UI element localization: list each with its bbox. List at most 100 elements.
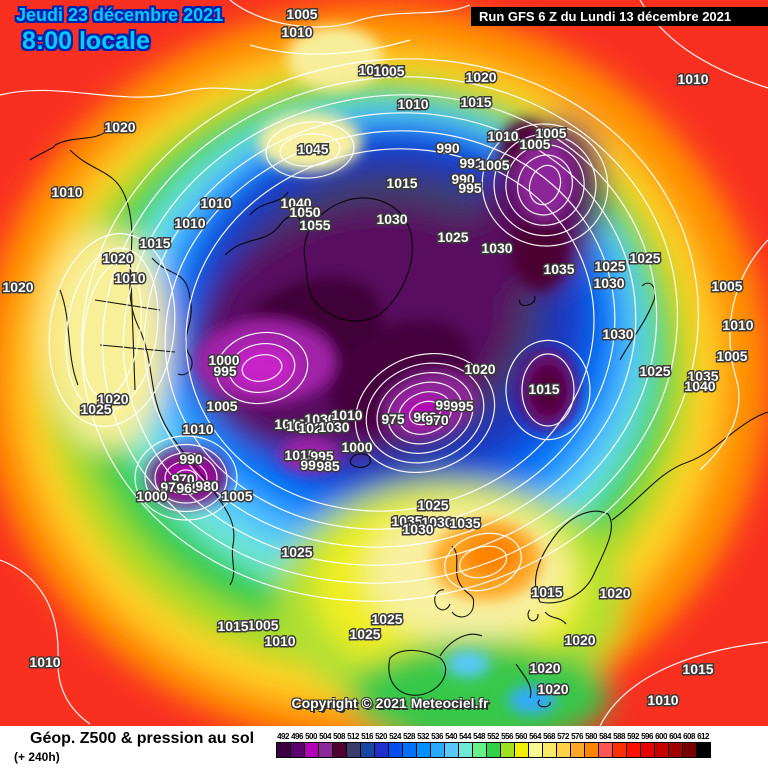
pressure-label: 1010	[722, 317, 753, 333]
pressure-label: 1025	[639, 363, 670, 379]
colorbar-cell	[669, 743, 683, 757]
colorbar-cell	[459, 743, 473, 757]
colorbar-cell	[529, 743, 543, 757]
colorbar-tick-label: 568	[543, 732, 555, 741]
colorbar-tick-label: 496	[291, 732, 303, 741]
pressure-label: 1010	[647, 692, 678, 708]
isobar-ring	[365, 362, 485, 464]
pressure-label: 991	[459, 155, 483, 171]
colorbar-cell	[571, 743, 585, 757]
pressure-label: 1005	[373, 63, 404, 79]
pressure-label: 995	[310, 448, 334, 464]
pressure-label: 1010	[487, 128, 518, 144]
isobar-ring	[408, 400, 442, 426]
pressure-label: 1010	[358, 62, 389, 78]
colorbar-cell	[683, 743, 697, 757]
pressure-label: 993	[435, 397, 459, 413]
colorbar-tick-label: 572	[557, 732, 569, 741]
colorbar-labels: 492 496 500 504 508 512 516 520 524 528 532 536 540 5…	[276, 732, 711, 741]
colorbar-tick-label: 548	[473, 732, 485, 741]
pressure-label: 1020	[2, 279, 33, 295]
pressure-label: 1020	[104, 119, 135, 135]
colorbar-cell	[375, 743, 389, 757]
colorbar-tick-label: 564	[529, 732, 541, 741]
pressure-label: 1050	[289, 204, 320, 220]
pressure-label: 1015	[460, 94, 491, 110]
colorbar-cell	[543, 743, 557, 757]
pressure-label: 1005	[478, 157, 509, 173]
colorbar-tick-label: 544	[459, 732, 471, 741]
isobar-ring	[493, 133, 597, 237]
pressure-label: 1025	[437, 229, 468, 245]
pressure-label: 1015	[284, 447, 315, 463]
colorbar-tick-label: 592	[627, 732, 639, 741]
colorbar-cell	[347, 743, 361, 757]
isobar-ring	[354, 352, 496, 474]
isobar-ring	[521, 353, 575, 427]
pressure-label: 1015	[217, 618, 248, 634]
colorbar-tick-label: 540	[445, 732, 457, 741]
valid-date-text: Jeudi 23 décembre 2021	[16, 5, 224, 25]
colorbar-cell	[319, 743, 333, 757]
isobar-ring	[228, 343, 296, 393]
pressure-label: 1035	[543, 261, 574, 277]
pressure-label: 1035	[391, 513, 422, 529]
colorbar-tick-label: 576	[571, 732, 583, 741]
colorbar-tick-label: 512	[347, 732, 359, 741]
pressure-label: 1020	[564, 632, 595, 648]
colorbar-cell	[473, 743, 487, 757]
colorbar-cell	[501, 743, 515, 757]
pressure-label: 990	[179, 451, 203, 467]
colorbar: 492 496 500 504 508 512 516 520 524 528 532 536 540 5…	[276, 732, 711, 758]
pressure-label: 1025	[629, 250, 660, 266]
pressure-label: 1025	[281, 544, 312, 560]
pressure-label: 1020	[464, 361, 495, 377]
colorbar-tick-label: 588	[613, 732, 625, 741]
colorbar-cell	[515, 743, 529, 757]
pressure-label: 1025	[594, 258, 625, 274]
isobar-ring	[505, 144, 585, 226]
isobar-lines	[0, 0, 768, 726]
pressure-label: 1020	[97, 391, 128, 407]
colorbar-cell	[417, 743, 431, 757]
colorbar-tick-label: 504	[319, 732, 331, 741]
pressure-label: 1055	[299, 217, 330, 233]
isobar-ring	[517, 154, 573, 216]
isobar-ring	[122, 94, 658, 566]
pressure-label: 1015	[682, 661, 713, 677]
pressure-label: 990	[300, 457, 324, 473]
isobar-ring	[48, 233, 176, 427]
pressure-label: 1030	[481, 240, 512, 256]
pressure-label: 1025	[80, 401, 111, 417]
pressure-labels: 1005101010101005101010201015102010451010…	[1, 5, 755, 710]
pressure-label: 1015	[139, 235, 170, 251]
pressure-label: 1015	[528, 381, 559, 397]
isobar-ring	[215, 331, 309, 405]
pressure-label: 1010	[200, 195, 231, 211]
pressure-label: 1005	[711, 278, 742, 294]
colorbar-tick-label: 580	[585, 732, 597, 741]
run-info-text: Run GFS 6 Z du Lundi 13 décembre 2021	[479, 9, 732, 24]
colorbar-cells	[276, 742, 711, 758]
colorbar-tick-label: 516	[361, 732, 373, 741]
colorbar-tick-label: 612	[697, 732, 709, 741]
pressure-label: 1020	[599, 585, 630, 601]
colorbar-cell	[333, 743, 347, 757]
pressure-label: 975	[381, 411, 405, 427]
isobar-ring	[174, 469, 198, 487]
pressure-label: 1000	[208, 352, 239, 368]
isobar-ring	[444, 532, 522, 592]
pressure-label: 985	[316, 458, 340, 474]
isobar-ring	[241, 354, 283, 382]
pressure-label: 1005	[519, 136, 550, 152]
colorbar-cell	[431, 743, 445, 757]
pressure-label: 970	[171, 471, 195, 487]
colorbar-cell	[641, 743, 655, 757]
isobar-ring	[528, 164, 562, 206]
pressure-label: 1005	[716, 348, 747, 364]
pressure-label: 1020	[298, 420, 329, 436]
colorbar-tick-label: 532	[417, 732, 429, 741]
pressure-label: 975	[160, 479, 184, 495]
copyright-text: Copyright © 2021 Meteociel.fr	[291, 695, 489, 711]
